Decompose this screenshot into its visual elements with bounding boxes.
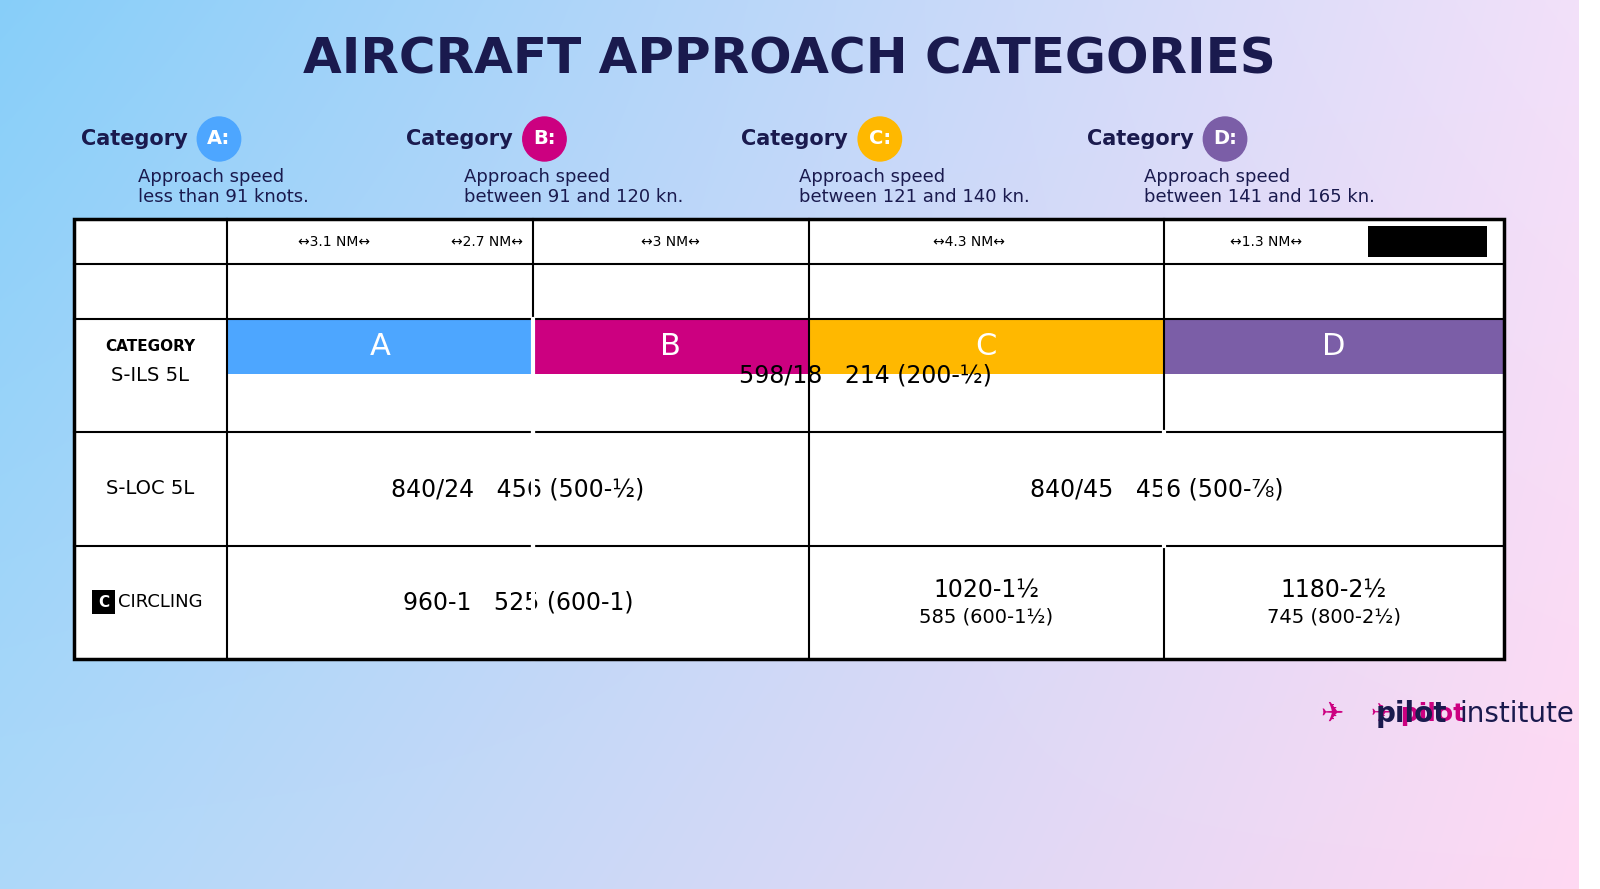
Text: 585 (600-1½): 585 (600-1½) xyxy=(920,608,1053,627)
Text: less than 91 knots.: less than 91 knots. xyxy=(138,188,309,206)
Text: D: D xyxy=(1322,332,1346,361)
Text: C: C xyxy=(976,332,997,361)
Text: S-LOC 5L: S-LOC 5L xyxy=(106,479,195,499)
Text: 598/18   214 (200-½): 598/18 214 (200-½) xyxy=(739,364,992,388)
Text: 840/24   456 (500-½): 840/24 456 (500-½) xyxy=(390,477,645,501)
Text: Category: Category xyxy=(406,129,514,149)
Text: institute: institute xyxy=(1459,700,1574,728)
Bar xyxy=(74,219,1504,659)
Text: A:: A: xyxy=(208,130,230,148)
Text: 840/45   456 (500-⅞): 840/45 456 (500-⅞) xyxy=(1030,477,1283,501)
Bar xyxy=(91,590,115,614)
Bar xyxy=(1163,319,1504,374)
Text: Approach speed: Approach speed xyxy=(1144,168,1290,186)
Text: 1020-1½: 1020-1½ xyxy=(933,579,1040,603)
Text: ↔4.3 NM↔: ↔4.3 NM↔ xyxy=(933,235,1005,249)
Text: ↔3 NM↔: ↔3 NM↔ xyxy=(642,235,701,249)
FancyBboxPatch shape xyxy=(74,219,1504,659)
Bar xyxy=(1368,226,1486,257)
Circle shape xyxy=(858,117,901,161)
Text: between 121 and 140 kn.: between 121 and 140 kn. xyxy=(798,188,1030,206)
Text: between 141 and 165 kn.: between 141 and 165 kn. xyxy=(1144,188,1374,206)
Bar xyxy=(227,319,533,374)
Text: ✈: ✈ xyxy=(1320,700,1342,728)
Text: ↔1.3 NM↔: ↔1.3 NM↔ xyxy=(1230,235,1302,249)
Text: B: B xyxy=(661,332,682,361)
Text: Approach speed: Approach speed xyxy=(464,168,610,186)
Bar xyxy=(533,319,808,374)
Text: between 91 and 120 kn.: between 91 and 120 kn. xyxy=(464,188,683,206)
Text: pilot: pilot xyxy=(1376,700,1448,728)
Text: Category: Category xyxy=(80,129,187,149)
Text: D:: D: xyxy=(1213,130,1237,148)
Text: ↔2.7 NM↔: ↔2.7 NM↔ xyxy=(451,235,523,249)
Text: ↔3.1 NM↔: ↔3.1 NM↔ xyxy=(298,235,370,249)
Text: 1180-2½: 1180-2½ xyxy=(1282,579,1387,603)
Text: Approach speed: Approach speed xyxy=(138,168,285,186)
Text: CIRCLING: CIRCLING xyxy=(118,593,203,612)
Text: B:: B: xyxy=(533,130,555,148)
Text: Category: Category xyxy=(741,129,848,149)
Text: 745 (800-2½): 745 (800-2½) xyxy=(1267,608,1402,627)
Bar xyxy=(74,219,1504,659)
Text: A: A xyxy=(370,332,390,361)
Circle shape xyxy=(1203,117,1246,161)
Bar xyxy=(74,319,227,374)
Text: Category: Category xyxy=(1086,129,1194,149)
Text: CATEGORY: CATEGORY xyxy=(106,339,195,354)
Bar xyxy=(74,219,1504,264)
Text: Approach speed: Approach speed xyxy=(798,168,946,186)
Text: C:: C: xyxy=(869,130,891,148)
Bar xyxy=(808,319,1163,374)
Text: S-ILS 5L: S-ILS 5L xyxy=(112,366,189,385)
Circle shape xyxy=(197,117,240,161)
Text: C: C xyxy=(98,595,109,610)
Text: ✈ pilot: ✈ pilot xyxy=(1371,702,1466,726)
Text: 960-1   525 (600-1): 960-1 525 (600-1) xyxy=(403,590,634,614)
Circle shape xyxy=(523,117,566,161)
Text: AIRCRAFT APPROACH CATEGORIES: AIRCRAFT APPROACH CATEGORIES xyxy=(302,35,1275,83)
